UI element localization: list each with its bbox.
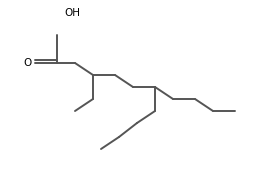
Text: OH: OH xyxy=(64,8,80,18)
Text: O: O xyxy=(24,58,32,68)
